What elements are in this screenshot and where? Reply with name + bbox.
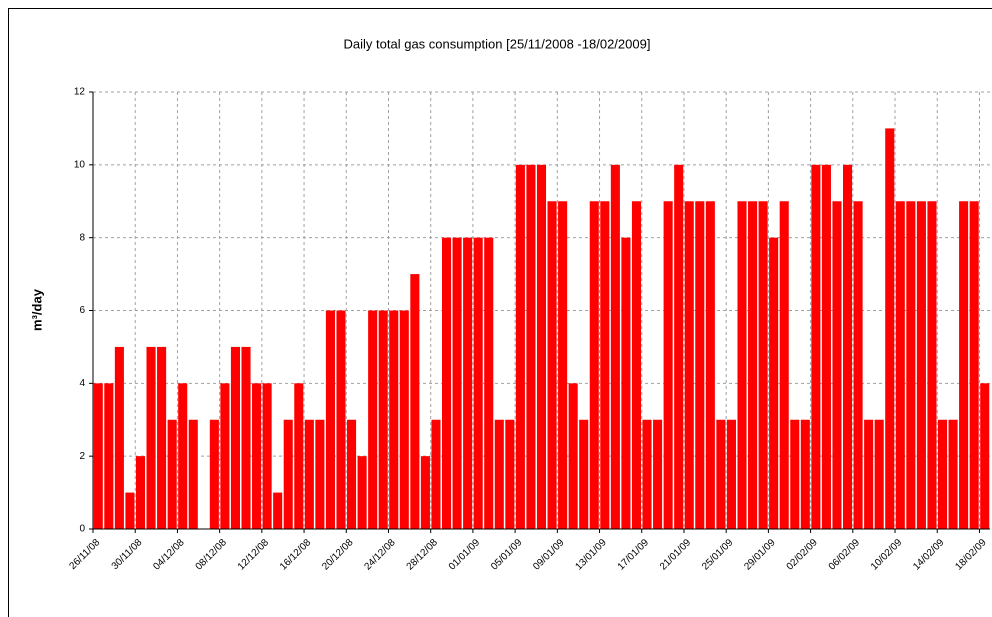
bar [241, 346, 251, 529]
bar [252, 383, 262, 529]
bar [769, 237, 779, 529]
bar [811, 164, 821, 530]
bar [726, 419, 736, 529]
y-tick-label: 12 [74, 87, 86, 98]
bar [304, 419, 314, 529]
bar [114, 346, 124, 529]
bar [895, 201, 905, 529]
bar [230, 346, 241, 529]
bar [758, 201, 768, 529]
bar [389, 310, 399, 529]
bar [378, 310, 388, 529]
bar [536, 164, 547, 530]
bar [93, 383, 103, 529]
bar [631, 201, 642, 529]
bar [916, 201, 926, 529]
bar [494, 419, 504, 529]
bar [568, 383, 578, 529]
bar [347, 419, 357, 529]
bar [452, 237, 462, 529]
bar [220, 383, 230, 529]
bar [125, 492, 135, 529]
y-tick-label: 6 [79, 305, 85, 316]
bar [368, 310, 378, 529]
bar [864, 419, 874, 529]
bar [547, 201, 557, 529]
y-tick-label: 4 [79, 378, 85, 389]
bar [937, 419, 948, 529]
bar [906, 201, 916, 529]
bar [674, 164, 684, 530]
bar [874, 419, 884, 529]
y-tick-label: 8 [79, 232, 85, 243]
bar [209, 419, 219, 529]
bar [779, 201, 789, 529]
bar [178, 383, 188, 529]
bar [927, 201, 937, 529]
bar [463, 237, 473, 529]
bar [653, 419, 663, 529]
bar [621, 237, 631, 529]
bar [821, 164, 831, 530]
bar [832, 201, 842, 529]
bar [188, 419, 198, 529]
bar [357, 456, 367, 529]
bar [505, 419, 515, 529]
bar [325, 310, 335, 529]
y-axis-label: m³/day [29, 288, 44, 331]
bar [663, 201, 673, 529]
bar [748, 201, 758, 529]
bar [515, 164, 525, 530]
bar [283, 419, 293, 529]
bar [420, 456, 430, 529]
bar [716, 419, 726, 529]
bar [157, 346, 167, 529]
bar [336, 310, 346, 529]
bar [315, 419, 325, 529]
bar [441, 237, 452, 529]
bar [600, 201, 610, 529]
bar [273, 492, 283, 529]
bar [737, 201, 747, 529]
chart-title: Daily total gas consumption [25/11/2008 … [344, 36, 651, 51]
bar [959, 201, 969, 529]
bar [642, 419, 652, 529]
bar [399, 310, 409, 529]
bar [800, 419, 810, 529]
bar [484, 237, 494, 529]
y-tick-label: 2 [79, 451, 85, 462]
bar [980, 383, 990, 529]
bar [705, 201, 715, 529]
bar [589, 201, 599, 529]
bar [167, 419, 177, 529]
bar [146, 346, 156, 529]
bar [473, 237, 483, 529]
bar [135, 456, 146, 529]
bar [885, 128, 895, 529]
bar [853, 201, 863, 529]
bar [790, 419, 800, 529]
bar [294, 383, 304, 529]
bar [526, 164, 536, 530]
y-tick-label: 10 [74, 159, 86, 170]
y-tick-label: 0 [79, 524, 85, 535]
bar [684, 201, 694, 529]
bar [410, 274, 420, 529]
bar [842, 164, 853, 530]
bar [262, 383, 272, 529]
bar [104, 383, 114, 529]
bar [558, 201, 568, 529]
bar [695, 201, 705, 529]
bar [431, 419, 441, 529]
bar [948, 419, 958, 529]
bar [610, 164, 620, 530]
bar [579, 419, 589, 529]
bar [969, 201, 979, 529]
